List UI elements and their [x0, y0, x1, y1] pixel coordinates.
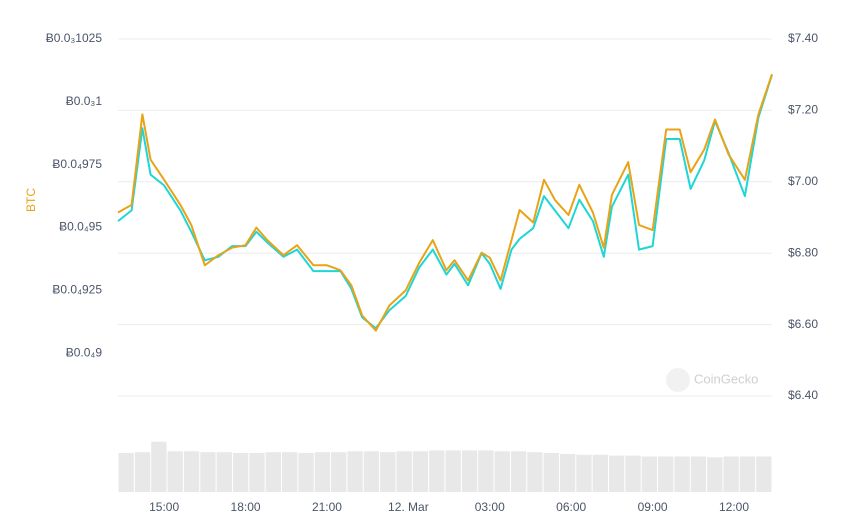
y-tick-label: Ƀ0.0₃1 [66, 94, 103, 108]
x-tick-label: 12:00 [719, 500, 749, 514]
volume-bar [167, 451, 183, 492]
volume-bar [265, 452, 281, 492]
x-tick-label: 06:00 [556, 500, 586, 514]
volume-bar [707, 457, 723, 492]
volume-bar [314, 452, 331, 492]
volume-bar [641, 456, 658, 492]
volume-bar [118, 453, 134, 492]
volume-bar [380, 452, 396, 492]
volume-bar [559, 453, 576, 492]
y-tick-label: Ƀ0.0₄975 [52, 157, 102, 171]
volume-bar [183, 451, 200, 492]
y-axis-label: BTC [24, 188, 38, 212]
y2-tick-label: $7.00 [788, 174, 818, 188]
volume-bar [543, 453, 559, 492]
volume-bar [396, 451, 412, 492]
volume-bar [282, 452, 298, 492]
volume-bar [592, 454, 608, 492]
y-tick-label: Ƀ0.0₃1025 [46, 31, 103, 45]
y2-tick-label: $7.20 [788, 103, 818, 117]
x-tick-label: 15:00 [149, 500, 179, 514]
volume-bar [363, 451, 380, 492]
volume-bar [658, 456, 674, 492]
volume-bar [576, 454, 592, 492]
y2-tick-label: $6.40 [788, 388, 818, 402]
volume-bar [151, 441, 167, 492]
volume-bar [347, 451, 363, 492]
volume-bar [674, 456, 690, 492]
y2-tick-label: $6.80 [788, 245, 818, 259]
volume-bar [412, 451, 429, 492]
x-tick-label: 18:00 [231, 500, 261, 514]
volume-bar [445, 450, 461, 492]
volume-bar [756, 456, 772, 492]
volume-bar [331, 452, 347, 492]
watermark-logo [666, 368, 690, 392]
volume-bar [134, 452, 151, 492]
volume-bar [609, 455, 625, 492]
y-tick-label: Ƀ0.0₄9 [66, 345, 103, 359]
volume-bar [461, 450, 478, 492]
y-tick-label: Ƀ0.0₄925 [52, 283, 102, 297]
x-tick-label: 12. Mar [388, 500, 429, 514]
volume-bar [232, 453, 249, 492]
price-line [117, 73, 773, 332]
volume-bar [216, 452, 232, 492]
price-line [117, 74, 773, 330]
volume-bar [510, 451, 527, 492]
volume-bar [739, 456, 756, 492]
volume-bar [723, 456, 739, 492]
x-tick-label: 09:00 [638, 500, 668, 514]
x-tick-label: 03:00 [475, 500, 505, 514]
y2-tick-label: $7.40 [788, 31, 818, 45]
volume-bar [298, 453, 314, 492]
volume-bar [478, 450, 494, 492]
watermark: CoinGecko [694, 371, 758, 386]
volume-bar [249, 453, 265, 492]
volume-bar [527, 452, 543, 492]
volume-bar [494, 451, 510, 492]
volume-bar [429, 450, 445, 492]
y-tick-label: Ƀ0.0₄95 [59, 220, 102, 234]
x-tick-label: 21:00 [312, 500, 342, 514]
volume-bar [690, 456, 707, 492]
y2-tick-label: $6.60 [788, 317, 818, 331]
volume-bar [625, 455, 641, 492]
volume-bar [200, 452, 216, 492]
